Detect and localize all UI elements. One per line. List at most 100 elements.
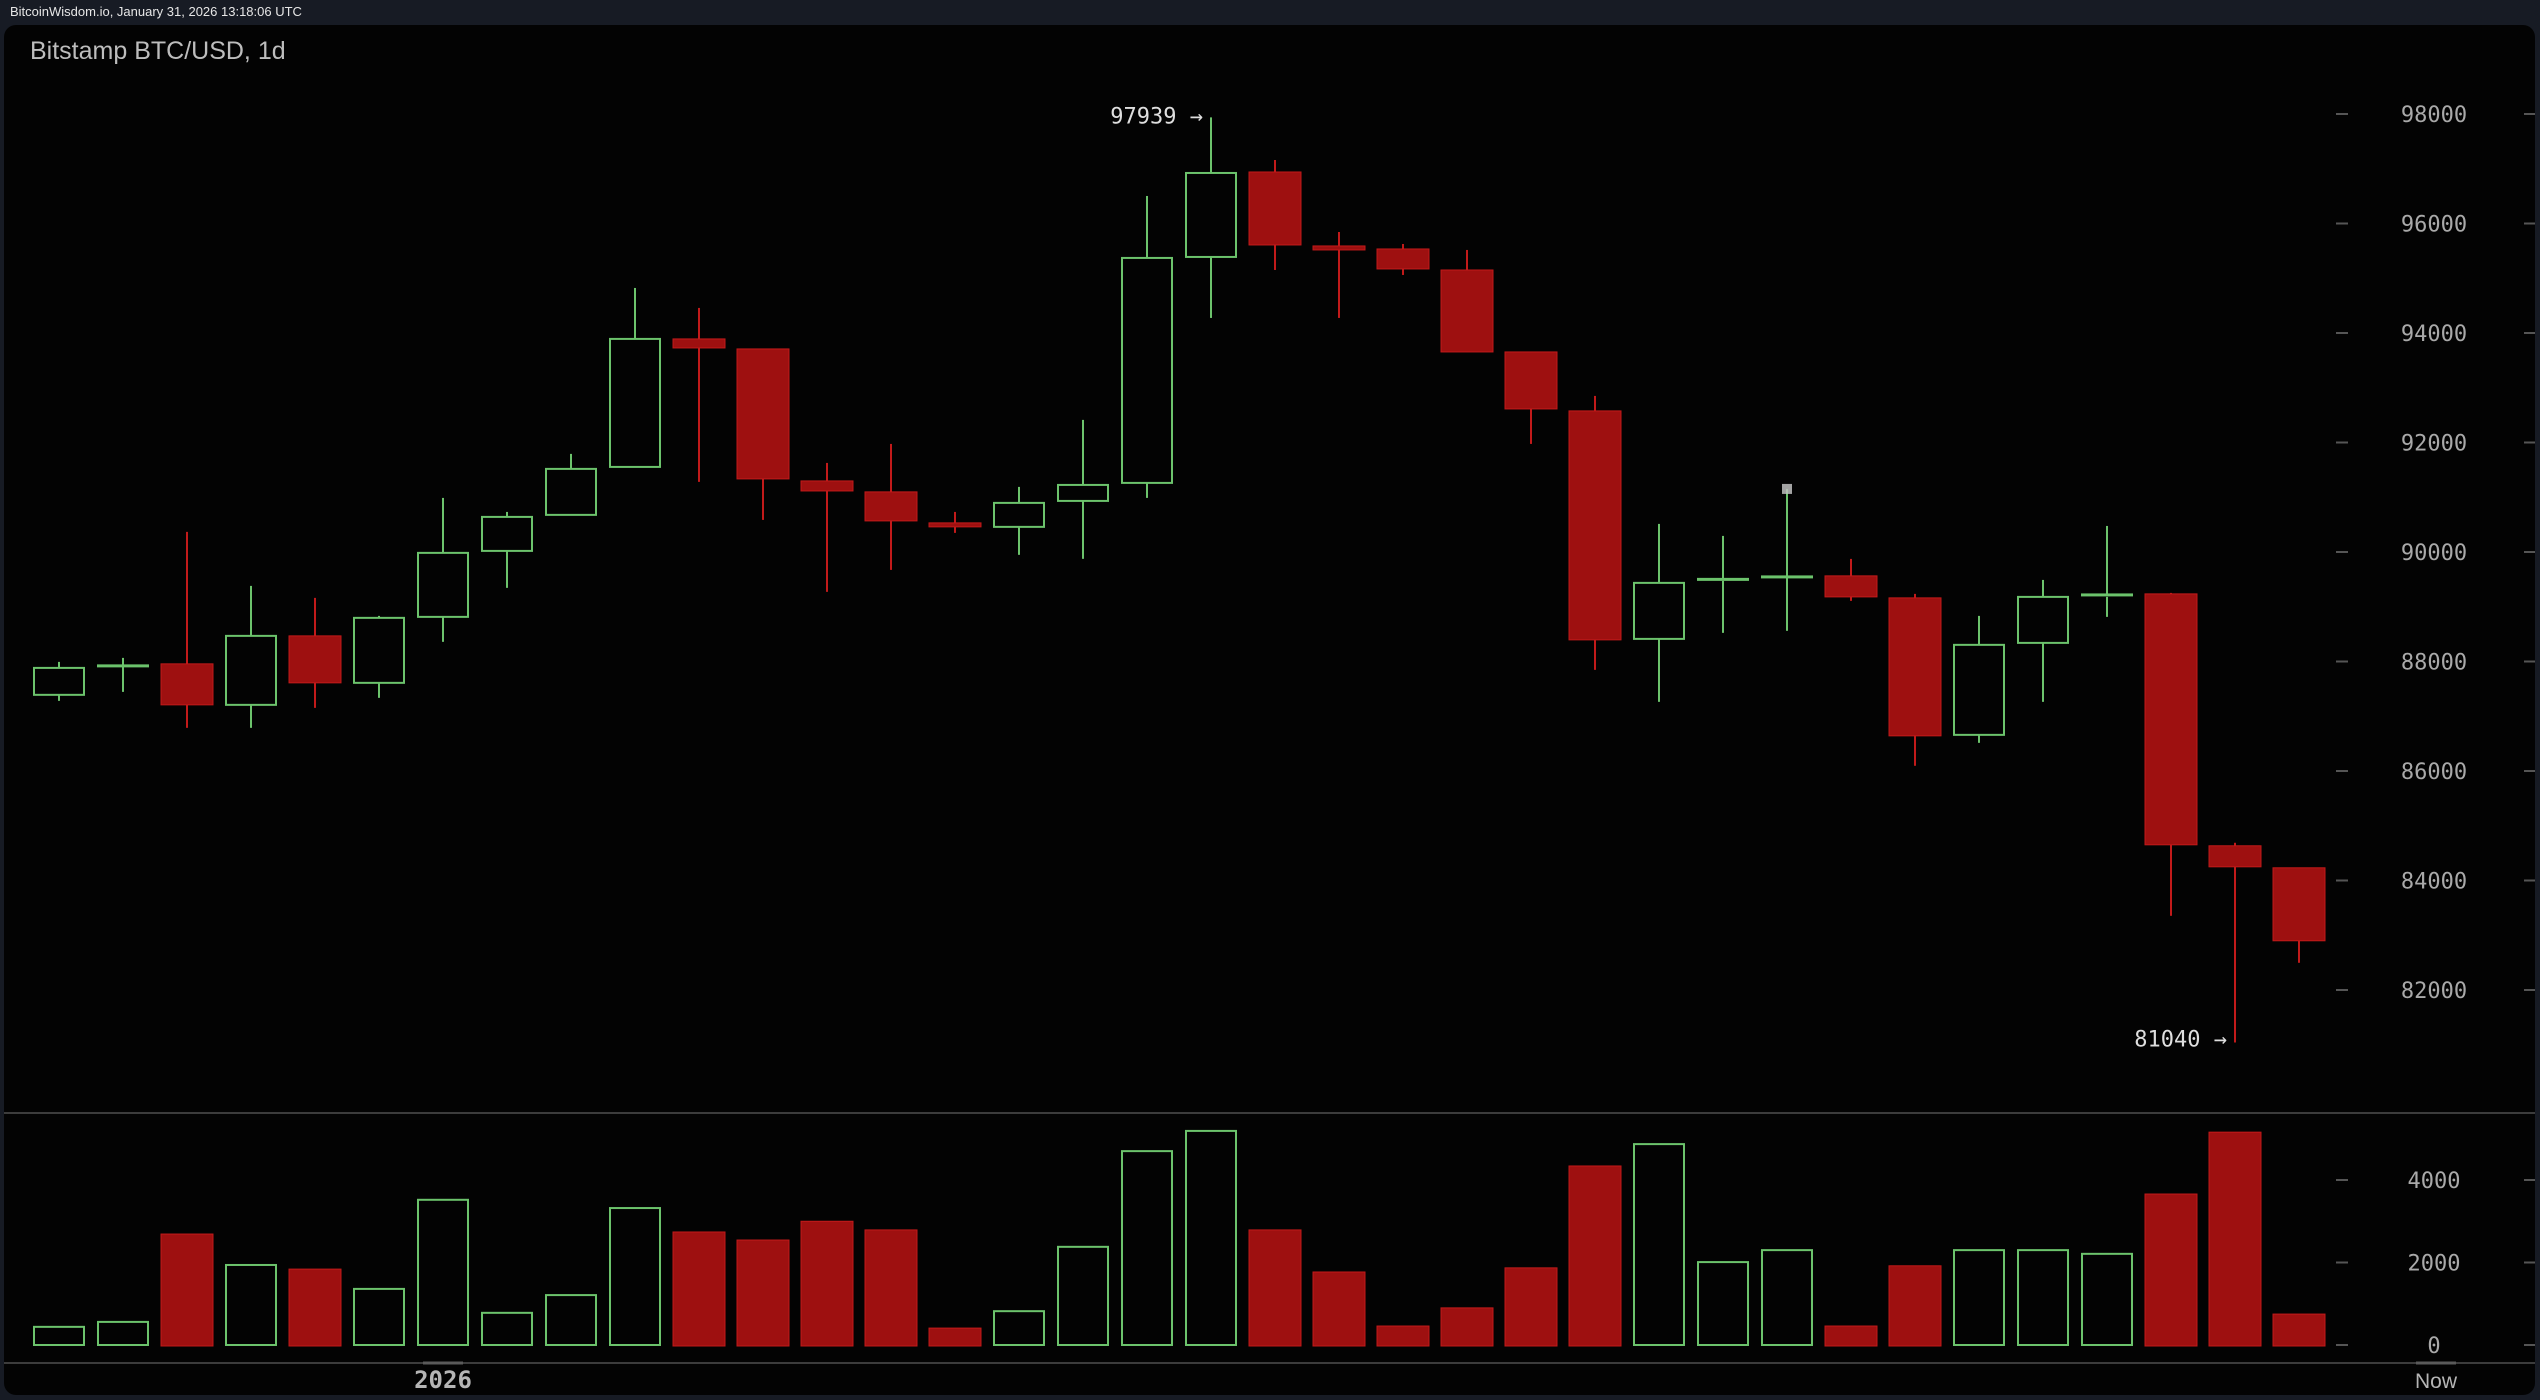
price-volume-chart[interactable]: 82000 84000 86000 88000 90000 92000 94000 96000… [4,25,2535,1395]
candle[interactable] [1888,593,1942,766]
candle[interactable] [2272,867,2326,963]
candle[interactable] [1185,117,1237,318]
candle-body [33,666,85,696]
candle[interactable] [417,497,469,642]
candle[interactable] [2208,842,2262,1043]
volume-bar[interactable] [417,1198,469,1347]
candle[interactable] [1312,231,1366,318]
candle[interactable] [609,287,661,468]
candle-body [993,501,1045,528]
candle[interactable] [160,531,214,728]
candle[interactable] [672,307,726,482]
volume-bar[interactable] [1185,1129,1237,1346]
volume-bar[interactable] [1888,1265,1942,1347]
candle[interactable] [1376,243,1430,275]
annotations: 97939 → 81040 → [1110,104,2227,1052]
candle[interactable] [1568,395,1622,670]
volume-tick-label: 4000 [2408,1169,2461,1194]
candle-body [1633,581,1685,640]
volume-bar[interactable] [1248,1229,1302,1347]
price-tick-label: 84000 [2401,870,2467,895]
volume-bar[interactable] [225,1263,277,1346]
volume-bar[interactable] [2017,1249,2069,1346]
candle-body [417,551,469,618]
candle[interactable] [1824,558,1878,601]
candle[interactable] [736,348,790,520]
candle[interactable] [481,511,533,588]
candle[interactable] [800,462,854,592]
volume-bar[interactable] [1824,1325,1878,1347]
candle[interactable] [1057,419,1109,559]
price-tick-label: 96000 [2401,213,2467,238]
candle[interactable] [1121,195,1173,498]
volume-bar[interactable] [609,1207,661,1347]
candle[interactable] [2081,525,2133,617]
price-axis: 82000 84000 86000 88000 90000 92000 94000 96000… [2336,103,2535,1004]
candle[interactable] [1697,535,1749,633]
volume-bar[interactable] [481,1311,533,1346]
price-tick-label: 86000 [2401,760,2467,785]
candle-body [736,348,790,480]
candle[interactable] [97,657,149,692]
volume-bar[interactable] [1633,1143,1685,1347]
volume-axis: 0 2000 4000 [2336,1169,2535,1359]
top-bar: BitcoinWisdom.io, January 31, 2026 13:18… [0,0,2540,25]
volume-bar[interactable] [1953,1249,2005,1346]
candle-body [1248,171,1302,246]
volume-bar[interactable] [736,1239,790,1347]
volume-tick-label: 0 [2427,1334,2440,1359]
candle-body [545,467,597,516]
candle[interactable] [864,443,918,570]
volume-bar[interactable] [545,1294,597,1347]
candle[interactable] [1953,615,2005,743]
volume-bar[interactable] [1057,1245,1109,1346]
candle[interactable] [1248,159,1302,270]
price-tick-label: 82000 [2401,979,2467,1004]
volume-bar[interactable] [1121,1150,1173,1346]
volume-bar[interactable] [2144,1193,2198,1347]
volume-bar[interactable] [2272,1313,2326,1347]
volume-bar[interactable] [1504,1267,1558,1347]
candle-body [672,338,726,349]
candle[interactable] [288,597,342,708]
candle[interactable] [545,453,597,516]
candle-body [1121,256,1173,484]
candle-body [97,664,149,668]
volume-bar[interactable] [1376,1325,1430,1347]
volume-bar[interactable] [800,1220,854,1347]
volume-bar[interactable] [97,1320,149,1347]
volume-bar[interactable] [33,1325,85,1346]
candle[interactable] [928,511,982,533]
volume-bar[interactable] [864,1229,918,1347]
volume-bar[interactable] [993,1310,1045,1347]
volume-bar[interactable] [2208,1131,2262,1347]
volume-bar[interactable] [928,1327,982,1347]
volume-bar[interactable] [2081,1252,2133,1347]
candle[interactable] [993,486,1045,555]
chart-panel[interactable]: 82000 84000 86000 88000 90000 92000 94000 96000… [4,25,2535,1395]
candle[interactable] [1761,488,1813,631]
volume-bar[interactable] [1697,1261,1749,1347]
volume-bar[interactable] [1440,1307,1494,1347]
volume-bar[interactable] [1761,1249,1813,1346]
candle[interactable] [1633,523,1685,702]
price-tick-label: 98000 [2401,103,2467,128]
volume-bar[interactable] [353,1287,405,1347]
period-high-label: 97939 → [1110,104,1203,129]
candle[interactable] [353,615,405,698]
volume-bar[interactable] [672,1231,726,1347]
candle[interactable] [2144,592,2198,916]
volume-bar[interactable] [1312,1271,1366,1347]
volume-bar[interactable] [1568,1165,1622,1347]
volume-bar[interactable] [288,1268,342,1347]
candle[interactable] [1504,351,1558,444]
candle-body [609,337,661,468]
volume-bar[interactable] [160,1233,214,1347]
candlestick-series[interactable] [33,117,2326,1043]
candle[interactable] [1440,249,1494,353]
candle-body [1185,171,1237,258]
candle[interactable] [2017,579,2069,702]
volume-series[interactable] [33,1129,2326,1347]
candle[interactable] [225,585,277,728]
candle[interactable] [33,661,85,701]
